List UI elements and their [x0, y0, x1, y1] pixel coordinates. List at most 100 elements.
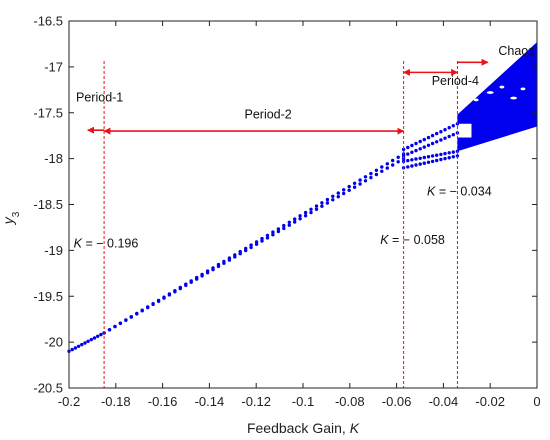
period2-point: [271, 230, 275, 234]
period4-point: [414, 141, 418, 146]
period2-point: [184, 282, 188, 286]
period2-point: [314, 207, 319, 211]
period4-point: [447, 126, 451, 130]
period2-point: [200, 272, 204, 277]
chaos-gap: [486, 91, 494, 94]
period4-point: [401, 147, 406, 152]
y-tick-label: -16.5: [33, 14, 63, 29]
period2-point: [293, 217, 297, 221]
y-tick-label: -19.5: [33, 289, 63, 304]
y-tick-label: -20.5: [33, 381, 63, 396]
x-tick-label: -0.04: [429, 394, 459, 409]
period2-point: [260, 239, 264, 243]
period2-point: [287, 223, 291, 227]
region-label: Period-2: [245, 107, 292, 121]
period4-point: [435, 131, 439, 136]
k-symbol: K: [427, 184, 436, 198]
period2-point: [347, 188, 351, 192]
period2-point: [205, 269, 210, 273]
chaos-clear-notch: [457, 123, 472, 138]
period2-point: [391, 163, 395, 167]
period4-point: [406, 158, 410, 163]
period2-point: [189, 279, 193, 283]
x-tick-label: -0.02: [475, 394, 505, 409]
period2-point: [282, 223, 286, 228]
period2-point: [129, 315, 133, 319]
x-tick-label: -0.18: [101, 394, 131, 409]
period2-point: [314, 204, 319, 208]
period4-point: [418, 156, 422, 160]
period2-point: [293, 220, 297, 224]
period4-point: [447, 134, 451, 139]
k-value-label: K = − 0.034: [427, 184, 492, 198]
period2-point: [265, 233, 270, 238]
y-tick-label: -18.5: [33, 197, 63, 212]
period1-point: [73, 346, 78, 350]
period4-point: [439, 138, 443, 142]
period2-point: [173, 289, 177, 293]
y-tick-label: -19: [44, 243, 63, 258]
period2-point: [309, 210, 313, 215]
period4-point: [418, 147, 422, 151]
period4-point: [451, 133, 455, 137]
k-value: = − 0.196: [82, 237, 138, 251]
period4-point: [451, 155, 455, 159]
period4-point: [406, 152, 410, 156]
period2-point: [325, 201, 330, 205]
chaos-gap: [520, 87, 526, 91]
period4-point: [430, 159, 435, 164]
period2-point: [352, 181, 357, 185]
period2-point: [298, 214, 302, 218]
period2-point: [107, 328, 112, 332]
period2-point: [227, 256, 232, 260]
period2-point: [162, 295, 166, 299]
period2-point: [167, 292, 172, 296]
period4-point: [414, 163, 418, 167]
period4-point: [410, 150, 414, 154]
period2-point: [303, 214, 308, 218]
period2-point: [118, 321, 123, 325]
period2-point: [309, 207, 313, 211]
period2-point: [391, 158, 395, 163]
period4-point: [410, 158, 414, 162]
period2-point: [265, 236, 270, 240]
period2-point: [352, 185, 357, 189]
period4-point: [430, 141, 435, 146]
period4-point: [447, 156, 451, 160]
period2-point: [249, 243, 253, 247]
period4-point: [443, 151, 447, 156]
period4-point: [406, 165, 410, 169]
k-value: = − 0.058: [389, 233, 445, 247]
axes: -0.2 -0.18 -0.16 -0.14 -0.12 -0.1 -0.08 -0.06 -0…: [33, 14, 540, 410]
period4-point: [410, 164, 414, 168]
period2-point: [374, 168, 379, 172]
region-label: Period-4: [432, 74, 479, 88]
period1-point: [80, 342, 84, 347]
period2-point: [336, 195, 340, 199]
bifurcation-lines: [103, 61, 458, 388]
period2-point: [276, 227, 281, 231]
period1-point: [96, 334, 100, 338]
x-tick-label: -0.1: [292, 394, 314, 409]
x-tick-label: -0.16: [148, 394, 178, 409]
period2-point: [178, 285, 182, 290]
period4-point: [414, 157, 418, 161]
period2-point: [396, 160, 400, 164]
k-symbol: K: [74, 237, 83, 251]
period1-point: [86, 339, 90, 343]
period2-point: [156, 298, 161, 303]
period4-point: [451, 124, 455, 128]
period2-point: [342, 191, 346, 196]
k-value-label: K = − 0.196: [74, 237, 139, 251]
y-tick-label: -18: [44, 151, 63, 166]
period2-point: [385, 162, 389, 166]
period4-point: [418, 139, 422, 144]
period4-point: [430, 133, 435, 138]
x-tick-label: 0: [533, 394, 540, 409]
x-tick-label: -0.12: [241, 394, 271, 409]
annotations: Period-1 Period-2 Period-4 Chaos K = − 0.196…: [74, 44, 535, 251]
period4-point: [435, 158, 439, 163]
period2-point: [271, 233, 275, 237]
period4-point: [447, 151, 451, 155]
period2-point: [369, 175, 373, 180]
